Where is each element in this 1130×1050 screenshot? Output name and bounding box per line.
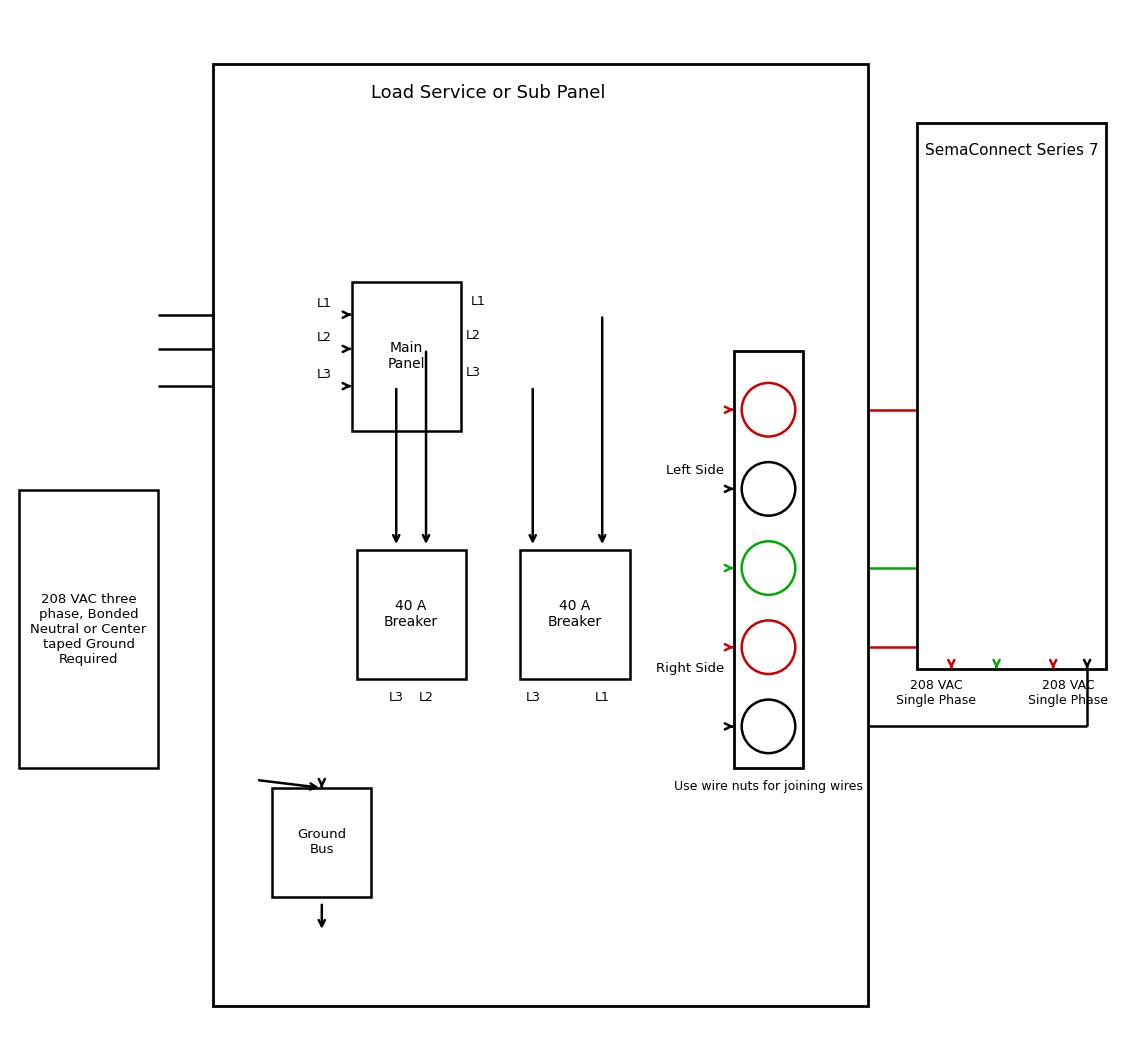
Text: Main
Panel: Main Panel [388,341,425,372]
Text: L2: L2 [418,691,434,704]
Text: 208 VAC
Single Phase: 208 VAC Single Phase [1028,678,1109,707]
Text: Use wire nuts for joining wires: Use wire nuts for joining wires [675,780,863,793]
Bar [272,788,372,897]
Bar [733,352,803,768]
Text: L1: L1 [471,295,486,308]
Bar [19,490,158,768]
Text: L3: L3 [525,691,540,704]
Text: 40 A
Breaker: 40 A Breaker [384,600,438,629]
Text: Left Side: Left Side [666,464,724,477]
Circle shape [741,383,796,437]
Circle shape [741,699,796,753]
Text: Load Service or Sub Panel: Load Service or Sub Panel [371,84,605,102]
Text: 208 VAC
Single Phase: 208 VAC Single Phase [896,678,976,707]
Bar [918,123,1106,669]
Text: Ground
Bus: Ground Bus [297,828,347,857]
Bar [351,282,461,430]
Circle shape [741,462,796,516]
Text: L2: L2 [466,329,480,342]
Text: L1: L1 [316,297,332,310]
Text: Right Side: Right Side [655,663,724,675]
Text: 40 A
Breaker: 40 A Breaker [548,600,602,629]
Text: L3: L3 [466,366,480,379]
Bar [357,550,466,678]
Text: L2: L2 [316,331,332,344]
Text: 208 VAC three
phase, Bonded
Neutral or Center
taped Ground
Required: 208 VAC three phase, Bonded Neutral or C… [31,592,147,666]
Text: SemaConnect Series 7: SemaConnect Series 7 [925,143,1098,159]
Bar [520,550,629,678]
Text: L1: L1 [594,691,610,704]
Circle shape [741,621,796,674]
Bar [212,64,868,1006]
Text: L3: L3 [389,691,403,704]
Circle shape [741,541,796,595]
Text: L3: L3 [316,369,332,381]
